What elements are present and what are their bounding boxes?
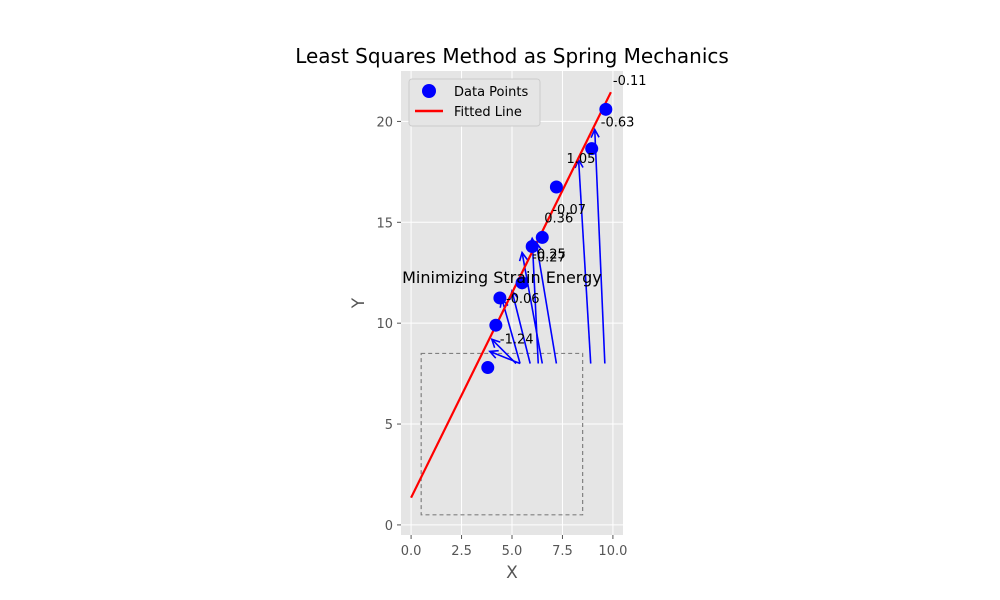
tick-labels-layer: 0.0 2.5 5.0 7.5 10.0 0 5 10 15 20 bbox=[376, 115, 627, 559]
y-tick-label: 20 bbox=[376, 115, 393, 130]
residual-label: 0.36 bbox=[544, 211, 573, 226]
spring-line bbox=[491, 338, 517, 365]
data-point bbox=[549, 180, 563, 194]
x-tick-label: 5.0 bbox=[502, 544, 523, 559]
spring-arrowhead bbox=[518, 250, 529, 262]
data-point bbox=[585, 142, 599, 156]
residual-label: -0.06 bbox=[506, 292, 540, 307]
data-point bbox=[481, 361, 495, 375]
spring-arrowhead bbox=[590, 127, 600, 138]
data-point bbox=[489, 318, 503, 332]
residual-label: 1.05 bbox=[566, 152, 595, 167]
legend-label-fitted-line: Fitted Line bbox=[454, 105, 522, 120]
y-tick-label: 15 bbox=[376, 216, 393, 231]
residual-labels-layer: -1.24 -0.06 -0.25-0.27 0.36-0.07 1.05 -0.63 -0… bbox=[500, 74, 647, 347]
data-point bbox=[525, 240, 539, 254]
spring-line bbox=[577, 159, 592, 364]
spring-line bbox=[531, 238, 540, 364]
residual-label: -0.25 bbox=[532, 248, 566, 263]
x-tick-label: 7.5 bbox=[552, 544, 573, 559]
residual-label: -0.63 bbox=[601, 115, 635, 130]
x-tick-label: 10.0 bbox=[598, 544, 627, 559]
x-tick-label: 0.0 bbox=[401, 544, 422, 559]
residual-label: -0.11 bbox=[613, 74, 647, 89]
data-points-layer bbox=[481, 102, 613, 375]
y-tick-label: 10 bbox=[376, 317, 393, 332]
springs-layer bbox=[488, 127, 606, 365]
legend-frame bbox=[408, 78, 541, 127]
residual-label: -0.27 bbox=[532, 251, 566, 266]
spring-line bbox=[501, 298, 521, 364]
fitted-line-layer bbox=[410, 91, 612, 499]
x-tick-label: 2.5 bbox=[451, 544, 472, 559]
spring-line bbox=[535, 242, 558, 364]
y-tick-label: 5 bbox=[385, 418, 393, 433]
residual-label: -1.24 bbox=[500, 332, 534, 347]
residual-label: -0.07 bbox=[552, 203, 586, 218]
y-tick-label: 0 bbox=[385, 519, 393, 534]
legend: Data Points Fitted Line bbox=[408, 78, 541, 127]
data-point bbox=[515, 276, 529, 290]
data-point bbox=[599, 102, 613, 116]
overlay-caption: Minimizing Strain Energy bbox=[402, 268, 602, 287]
data-point bbox=[493, 291, 507, 305]
x-axis-label: X bbox=[506, 563, 518, 583]
spring-line bbox=[521, 252, 544, 364]
data-point bbox=[535, 230, 549, 244]
y-axis-label: Y bbox=[349, 297, 369, 309]
dashed-box-layer bbox=[420, 352, 584, 516]
chart-title: Least Squares Method as Spring Mechanics bbox=[295, 44, 729, 68]
spring-arrowhead bbox=[490, 338, 501, 349]
legend-marker-data-points bbox=[422, 84, 436, 98]
spring-line bbox=[593, 129, 606, 364]
fitted-line bbox=[410, 91, 612, 499]
legend-label-data-points: Data Points bbox=[454, 85, 528, 100]
spring-arrowhead bbox=[488, 349, 499, 359]
dashed-box bbox=[420, 352, 584, 516]
spring-line bbox=[511, 290, 531, 364]
